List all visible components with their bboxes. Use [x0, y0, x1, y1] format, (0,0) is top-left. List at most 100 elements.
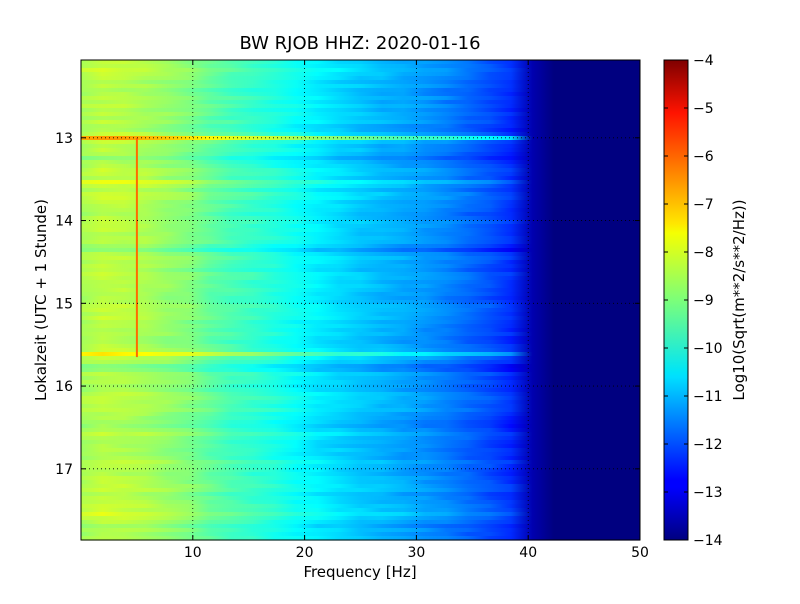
heatmap-row	[81, 488, 640, 493]
heatmap-row	[81, 420, 640, 425]
plot-frame	[80, 59, 641, 541]
heatmap-row	[81, 268, 640, 273]
heatmap-row	[81, 456, 640, 461]
heatmap-row	[81, 380, 640, 385]
heatmap-row	[81, 132, 640, 137]
colorbar-tick-label: −5	[693, 101, 714, 117]
heatmap-row	[81, 152, 640, 157]
heatmap-row	[81, 296, 640, 301]
heatmap-row	[81, 512, 640, 517]
heatmap-row	[81, 404, 640, 409]
heatmap-row	[81, 148, 640, 153]
heatmap-row	[81, 384, 640, 389]
heatmap-row	[81, 140, 640, 145]
x-tick-label: 40	[519, 545, 537, 561]
heatmap-row	[81, 388, 640, 393]
heatmap-row	[81, 276, 640, 281]
heatmap-row	[81, 224, 640, 229]
heatmap-row	[81, 204, 640, 209]
heatmap-row	[81, 124, 640, 129]
heatmap-row	[81, 428, 640, 433]
y-tick-label: 13	[55, 131, 73, 147]
heatmap-row	[81, 496, 640, 501]
heatmap-row	[81, 500, 640, 505]
heatmap-row	[81, 352, 640, 357]
heatmap-row	[81, 336, 640, 341]
heatmap-row	[81, 376, 640, 381]
y-tick-label: 16	[55, 379, 73, 395]
heatmap-row	[81, 492, 640, 497]
heatmap-row	[81, 200, 640, 205]
heatmap-row	[81, 236, 640, 241]
heatmap-row	[81, 288, 640, 293]
heatmap-row	[81, 368, 640, 373]
heatmap-row	[81, 172, 640, 177]
heatmap-row	[81, 248, 640, 253]
heatmap-row	[81, 184, 640, 189]
heatmap-row	[81, 192, 640, 197]
heatmap-row	[81, 344, 640, 349]
heatmap-row	[81, 532, 640, 537]
heatmap-row	[81, 520, 640, 525]
heatmap-row	[81, 168, 640, 173]
heatmap-row	[81, 116, 640, 121]
y-tick-label: 17	[55, 462, 73, 478]
heatmap-row	[81, 232, 640, 237]
heatmap-row	[81, 464, 640, 469]
heatmap-row	[81, 536, 640, 541]
colorbar: −4 −5 −6 −7 −8 −9 −10 −11 −12 −13 −14 Log10(Sqrt(m…	[663, 53, 748, 549]
heatmap-row	[81, 508, 640, 513]
spectral-line-5hz	[135, 137, 138, 358]
heatmap-row	[81, 252, 640, 257]
heatmap-row	[81, 468, 640, 473]
heatmap-row	[81, 356, 640, 361]
y-axis-label: Lokalzeit (UTC + 1 Stunde)	[32, 199, 50, 401]
heatmap-row	[81, 60, 640, 65]
heatmap-row	[81, 304, 640, 309]
heatmap-row	[81, 424, 640, 429]
x-tick-label: 30	[407, 545, 425, 561]
heatmap-row	[81, 280, 640, 285]
heatmap-row	[81, 180, 640, 185]
heatmap-row	[81, 76, 640, 81]
y-tick-label: 14	[55, 214, 73, 230]
heatmap-row	[81, 284, 640, 289]
heatmap-row	[81, 408, 640, 413]
heatmap-row	[81, 64, 640, 69]
heatmap-row	[81, 436, 640, 441]
heatmap-row	[81, 96, 640, 101]
heatmap-row	[81, 196, 640, 201]
heatmap-row	[81, 264, 640, 269]
heatmap-row	[81, 480, 640, 485]
heatmap-row	[81, 324, 640, 329]
heatmap-row	[81, 412, 640, 417]
colorbar-tick-label: −12	[693, 437, 723, 453]
colorbar-label: Log10(Sqrt(m**2/s**2/Hz))	[730, 199, 748, 400]
heatmap-row	[81, 332, 640, 337]
heatmap-row	[81, 340, 640, 345]
heatmap-row	[81, 320, 640, 325]
colorbar-tick-label: −13	[693, 485, 723, 501]
heatmap-row	[81, 460, 640, 465]
heatmap-row	[81, 72, 640, 77]
heatmap-row	[81, 416, 640, 421]
heatmap-row	[81, 112, 640, 117]
heatmap-row	[81, 220, 640, 225]
heatmap-row	[81, 136, 640, 141]
heatmap-row	[81, 128, 640, 133]
x-tick-label: 50	[631, 545, 649, 561]
x-axis-label: Frequency [Hz]	[303, 563, 416, 581]
heatmap-row	[81, 300, 640, 305]
heatmap-row	[81, 504, 640, 509]
heatmap-row	[81, 400, 640, 405]
colorbar-tick-label: −14	[693, 533, 723, 549]
colorbar-tick-label: −8	[693, 245, 714, 261]
heatmap-row	[81, 256, 640, 261]
colorbar-tick-label: −7	[693, 197, 714, 213]
heatmap-row	[81, 516, 640, 521]
x-axis: 10 20 30 40 50 Frequency [Hz]	[184, 60, 649, 581]
chart-title: BW RJOB HHZ: 2020-01-16	[239, 33, 480, 54]
heatmap-row	[81, 316, 640, 321]
